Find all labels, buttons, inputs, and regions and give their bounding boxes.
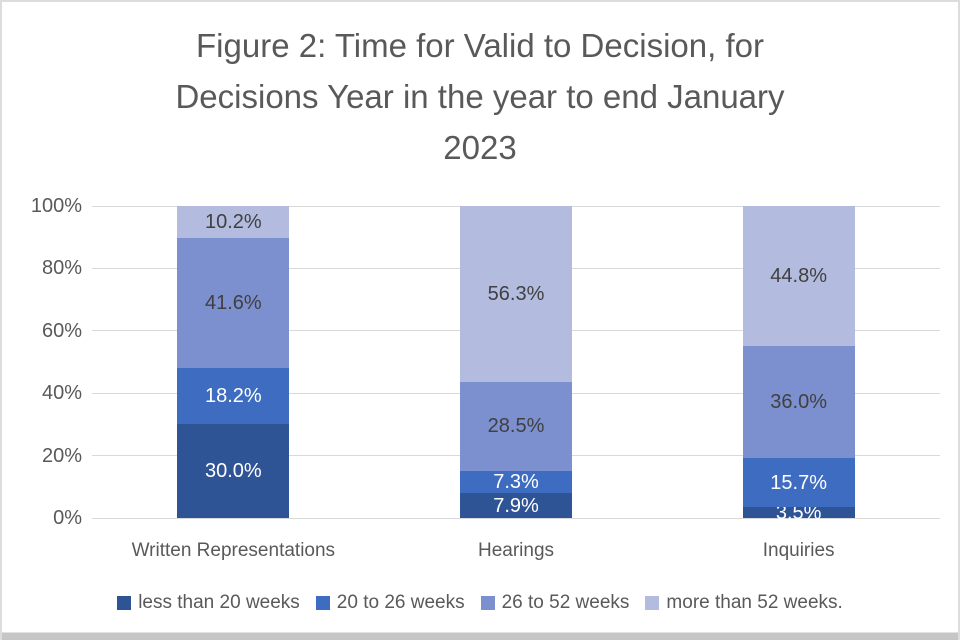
x-category-label: Inquiries <box>762 540 835 561</box>
x-category-label: Hearings <box>477 540 555 561</box>
y-tick-label: 0% <box>53 507 82 529</box>
gridline <box>92 517 940 519</box>
bar-segment <box>177 237 290 368</box>
legend-item: more than 52 weeks. <box>645 592 843 614</box>
data-label: 56.3% <box>487 282 545 305</box>
bar-segment <box>177 424 290 518</box>
legend-swatch-icon <box>480 596 495 610</box>
legend-label: 26 to 52 weeks <box>501 592 630 613</box>
y-tick-label: 80% <box>41 257 82 280</box>
data-label: 15.7% <box>770 471 828 494</box>
bar-segment <box>460 206 572 382</box>
data-label: 7.9% <box>493 494 539 517</box>
y-tick-label: 20% <box>41 444 82 467</box>
bar-segment <box>460 493 572 518</box>
y-tick-label: 100% <box>30 195 82 217</box>
legend-swatch-icon <box>117 596 132 610</box>
bar-segment <box>742 507 855 518</box>
legend-item: 26 to 52 weeks <box>480 592 630 614</box>
data-label: 18.2% <box>204 385 262 407</box>
bar-segment <box>177 367 290 425</box>
legend-swatch-icon <box>315 596 330 610</box>
window-edge-strip <box>2 632 958 640</box>
data-label: 10.2% <box>204 210 262 233</box>
data-label: 28.5% <box>487 415 545 438</box>
y-tick-label: 40% <box>41 382 82 405</box>
legend-item: less than 20 weeks <box>117 592 300 614</box>
chart-title-line-3: 2023 <box>443 129 517 166</box>
data-label: 41.6% <box>204 291 262 314</box>
data-label: 30.0% <box>204 460 262 483</box>
chart-legend: less than 20 weeks 20 to 26 weeks 26 to 52… <box>2 592 958 614</box>
data-label: 7.3% <box>493 470 539 493</box>
legend-label: more than 52 weeks. <box>666 592 843 613</box>
bar-segment <box>177 206 290 238</box>
legend-item: 20 to 26 weeks <box>315 592 465 614</box>
x-category-label: Written Representations <box>131 540 336 561</box>
chart-title: Figure 2: Time for Valid to Decision, fo… <box>2 20 958 173</box>
bar-segment <box>460 470 572 494</box>
bar-segment <box>460 381 572 471</box>
bar-segment <box>742 206 855 346</box>
data-label: 44.8% <box>770 264 828 287</box>
bar-segment <box>742 458 855 508</box>
data-label: 36.0% <box>770 390 828 413</box>
bar-segment <box>742 345 855 459</box>
legend-swatch-icon <box>645 596 660 610</box>
legend-label: less than 20 weeks <box>138 592 300 613</box>
y-tick-label: 60% <box>41 319 82 342</box>
chart-title-line-2: Decisions Year in the year to end Januar… <box>175 78 785 115</box>
chart-title-line-1: Figure 2: Time for Valid to Decision, fo… <box>196 27 764 64</box>
legend-label: 20 to 26 weeks <box>336 592 465 613</box>
